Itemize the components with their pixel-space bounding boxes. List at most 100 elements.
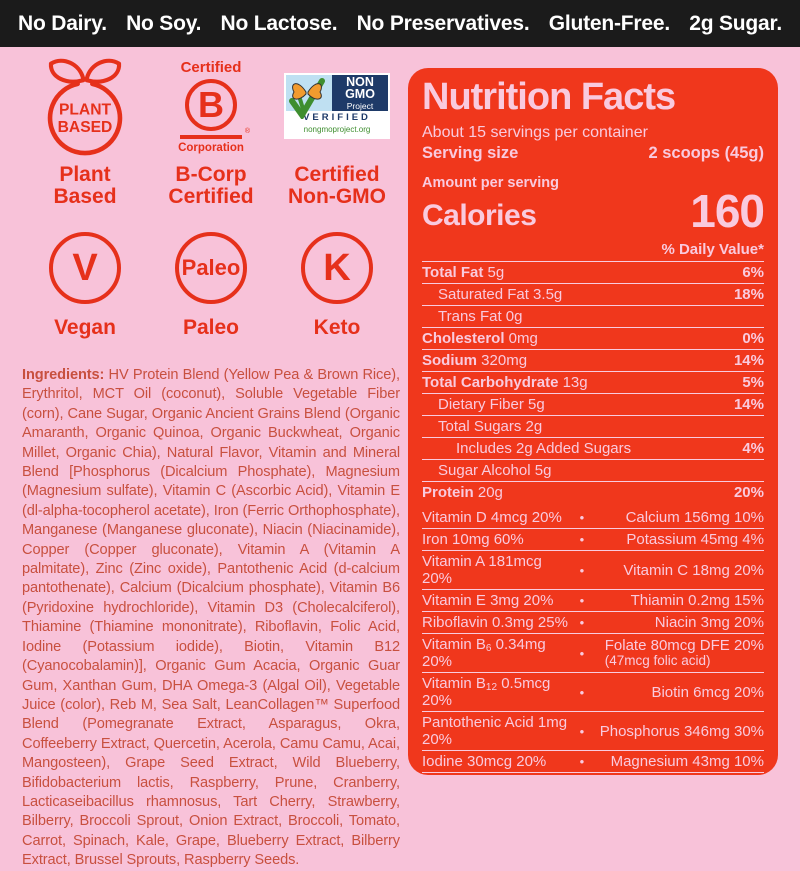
nutrient-label: Trans Fat 0g <box>438 308 523 325</box>
nutrient-row: Sugar Alcohol 5g <box>422 459 764 481</box>
bullet-separator-icon: • <box>579 593 585 608</box>
claim-no-preservatives: No Preservatives. <box>356 11 530 35</box>
paleo-label: Paleo <box>182 316 240 339</box>
left-column: PLANT BASED Plant Based Certified B ® Co… <box>22 56 400 871</box>
nutrient-label: Includes 2g Added Sugars <box>456 440 632 457</box>
nutrient-row: Total Carbohydrate 13g 5% <box>422 371 764 393</box>
bullet-separator-icon: • <box>579 615 585 630</box>
nutrient-label: Cholesterol 0mg <box>422 330 538 347</box>
svg-text:PLANT: PLANT <box>59 101 112 118</box>
ingredients-heading: Ingredients: <box>22 367 105 383</box>
claim-no-dairy: No Dairy. <box>18 11 107 35</box>
micro-left: Vitamin B12 0.5mcg 20% <box>422 675 551 709</box>
diet-paleo: Paleo Paleo <box>148 232 274 340</box>
non-gmo-logo-icon: NON GMO Project VERIFIED nongmoproject.o… <box>284 56 390 156</box>
nutrient-label: Sugar Alcohol 5g <box>438 462 552 479</box>
badge-plant-based: PLANT BASED Plant Based <box>22 56 148 208</box>
micronutrient-row: Iron 10mg 60% • Potassium 45mg 4% <box>422 528 764 550</box>
vegan-circle-icon: V <box>49 232 121 304</box>
micro-right: Thiamin 0.2mg 15% <box>630 592 764 609</box>
claim-no-soy: No Soy. <box>126 11 202 35</box>
badge-b-corp: Certified B ® Corporation B-Corp Certifi… <box>148 56 274 208</box>
claim-no-lactose: No Lactose. <box>220 11 338 35</box>
nutrient-dv: 14% <box>733 396 764 413</box>
nutrient-dv: 6% <box>742 264 764 281</box>
diet-marks: V Vegan Paleo Paleo K Keto <box>22 232 400 340</box>
bullet-separator-icon: • <box>579 532 585 547</box>
nutrient-row: Total Fat 5g 6% <box>422 261 764 283</box>
nutrient-label: Saturated Fat 3.5g <box>438 286 563 303</box>
micro-right: Biotin 6mcg 20% <box>651 683 764 701</box>
nutrient-row: Trans Fat 0g <box>422 305 764 327</box>
nutrient-row: Sodium 320mg 14% <box>422 349 764 371</box>
micronutrient-rows: Vitamin D 4mcg 20% • Calcium 156mg 10% Iron… <box>422 507 764 775</box>
calories-value: 160 <box>690 185 765 237</box>
diet-keto: K Keto <box>274 232 400 340</box>
nutrient-row: Total Sugars 2g <box>422 415 764 437</box>
serving-size-label: Serving size <box>422 144 519 162</box>
ingredients-paragraph: Ingredients: HV Protein Blend (Yellow Pe… <box>22 366 400 871</box>
micro-right: Folate 80mcg DFE 20% (47mcg folic acid) <box>604 637 764 668</box>
micronutrient-row: Iodine 30mcg 20% • Magnesium 43mg 10% <box>422 750 764 772</box>
nutrient-dv: 18% <box>733 286 764 303</box>
nutrient-dv: 4% <box>742 440 764 457</box>
daily-value-header: % Daily Value* <box>661 241 764 258</box>
nutrient-rows: Total Fat 5g 6% Saturated Fat 3.5g 18% Trans… <box>422 261 764 503</box>
nutrient-row: Includes 2g Added Sugars 4% <box>422 437 764 459</box>
calories-row: Calories 160 <box>422 185 765 237</box>
b-corp-logo-icon: Certified B ® Corporation <box>178 58 250 154</box>
nutrient-label: Sodium 320mg <box>422 352 528 369</box>
nutrient-row: Cholesterol 0mg 0% <box>422 327 764 349</box>
nutrient-dv: 0% <box>742 330 764 347</box>
vegan-label: Vegan <box>54 316 116 339</box>
nutrient-row: Protein 20g 20% <box>422 481 764 503</box>
plant-based-label: Plant Based <box>53 163 117 208</box>
bullet-separator-icon: • <box>579 510 585 525</box>
nutrition-facts-title: Nutrition Facts <box>422 76 676 118</box>
non-gmo-label: Certified Non-GMO <box>288 163 386 208</box>
micro-right: Vitamin C 18mg 20% <box>623 561 764 579</box>
nutrient-label: Total Fat 5g <box>422 264 505 281</box>
micro-right: Calcium 156mg 10% <box>625 509 764 526</box>
claims-bar: No Dairy. No Soy. No Lactose. No Preserv… <box>0 0 800 47</box>
micro-right: Potassium 45mg 4% <box>626 531 764 548</box>
bullet-separator-icon: • <box>579 754 585 769</box>
amount-per-serving: Amount per serving <box>422 175 559 191</box>
bullet-separator-icon: • <box>579 723 585 739</box>
micronutrient-row: Zinc 3mg 25%•Copper 0.3mg 35% <box>422 772 764 775</box>
keto-label: Keto <box>313 316 361 339</box>
nutrient-row: Dietary Fiber 5g 14% <box>422 393 764 415</box>
badge-non-gmo: NON GMO Project VERIFIED nongmoproject.o… <box>274 56 400 208</box>
keto-circle-icon: K <box>301 232 373 304</box>
serving-size-value: 2 scoops (45g) <box>648 144 764 162</box>
micronutrient-row: Riboflavin 0.3mg 25% • Niacin 3mg 20% <box>422 611 764 633</box>
nutrient-dv: 20% <box>733 484 764 501</box>
micro-left: Vitamin E 3mg 20% <box>422 592 554 609</box>
nutrient-label: Dietary Fiber 5g <box>438 396 545 413</box>
b-corp-label: B-Corp Certified <box>168 163 254 208</box>
micronutrient-row: Vitamin B6 0.34mg 20% • Folate 80mcg DFE 2… <box>422 633 764 672</box>
calories-label: Calories <box>422 199 537 232</box>
butterfly-check-icon <box>289 78 325 119</box>
plant-based-logo-icon: PLANT BASED <box>39 56 131 156</box>
micro-left: Vitamin B6 0.34mg 20% <box>422 636 546 670</box>
nutrient-label: Protein 20g <box>422 484 503 501</box>
micronutrient-row: Vitamin A 181mcg 20% • Vitamin C 18mg 20% <box>422 550 764 589</box>
bullet-separator-icon: • <box>579 684 585 700</box>
micronutrient-row: Pantothenic Acid 1mg 20% • Phosphorus 346m… <box>422 711 764 750</box>
ingredients-text: HV Protein Blend (Yellow Pea & Brown Ric… <box>22 367 400 869</box>
serving-size-row: Serving size 2 scoops (45g) <box>422 143 764 169</box>
nutrient-dv: 5% <box>742 374 764 391</box>
micro-right: Phosphorus 346mg 30% <box>599 722 764 740</box>
nutrient-label: Total Carbohydrate 13g <box>422 374 588 391</box>
micro-left: Pantothenic Acid 1mg 20% <box>422 714 568 748</box>
claim-2g-sugar: 2g Sugar. <box>689 11 782 35</box>
nutrient-label: Total Sugars 2g <box>438 418 543 435</box>
bullet-separator-icon: • <box>579 562 585 578</box>
micro-left: Iron 10mg 60% <box>422 531 524 548</box>
micro-right: Magnesium 43mg 10% <box>610 753 764 770</box>
bullet-separator-icon: • <box>579 645 585 661</box>
paleo-circle-icon: Paleo <box>175 232 247 304</box>
micro-right: Niacin 3mg 20% <box>654 614 764 631</box>
micronutrient-row: Vitamin B12 0.5mcg 20% • Biotin 6mcg 20% <box>422 672 764 711</box>
